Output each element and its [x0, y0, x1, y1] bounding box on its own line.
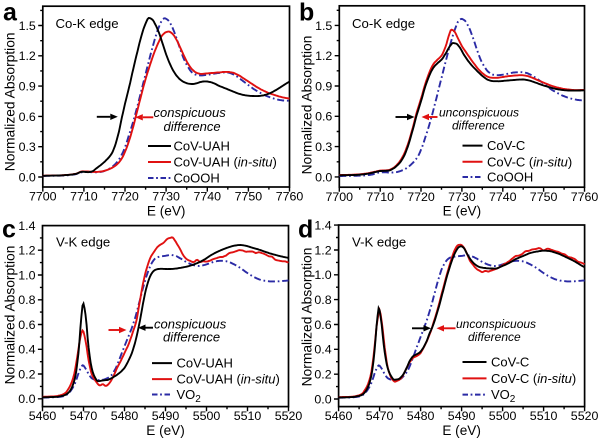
svg-text:Co-K edge: Co-K edge — [352, 16, 415, 31]
svg-text:7710: 7710 — [366, 190, 394, 204]
svg-text:V-K edge: V-K edge — [56, 235, 110, 250]
svg-text:0.0: 0.0 — [18, 392, 35, 406]
svg-text:0.0: 0.0 — [315, 170, 332, 184]
svg-text:0.8: 0.8 — [314, 293, 331, 307]
svg-text:E (eV): E (eV) — [442, 423, 481, 438]
svg-text:0.2: 0.2 — [18, 367, 35, 381]
svg-text:7750: 7750 — [530, 190, 558, 204]
svg-text:CoOOH: CoOOH — [487, 170, 533, 185]
svg-text:Normalized Absorption: Normalized Absorption — [3, 246, 18, 385]
svg-text:difference: difference — [468, 330, 521, 344]
svg-text:7720: 7720 — [407, 190, 435, 204]
svg-text:7720: 7720 — [111, 190, 139, 204]
svg-text:5510: 5510 — [530, 409, 558, 423]
svg-text:CoV-C (in-situ): CoV-C (in-situ) — [487, 154, 572, 169]
svg-text:CoV-C: CoV-C — [487, 138, 525, 153]
svg-text:7750: 7750 — [235, 190, 263, 204]
svg-text:1.2: 1.2 — [18, 244, 35, 258]
svg-text:5510: 5510 — [234, 409, 262, 423]
svg-text:7730: 7730 — [448, 190, 476, 204]
svg-text:5490: 5490 — [448, 409, 476, 423]
svg-text:CoV-UAH: CoV-UAH — [174, 139, 230, 154]
svg-text:0.3: 0.3 — [315, 140, 332, 154]
svg-text:CoV-C (in-situ): CoV-C (in-situ) — [491, 371, 576, 386]
svg-text:5470: 5470 — [70, 409, 98, 423]
svg-text:VO2: VO2 — [491, 387, 516, 405]
svg-text:b: b — [299, 0, 314, 27]
svg-text:VO2: VO2 — [177, 387, 202, 405]
svg-text:0.6: 0.6 — [19, 110, 36, 124]
svg-text:CoOOH: CoOOH — [174, 171, 220, 186]
svg-text:difference: difference — [164, 119, 221, 134]
svg-text:7710: 7710 — [70, 190, 98, 204]
svg-text:unconspicuous: unconspicuous — [439, 106, 519, 120]
svg-text:a: a — [3, 0, 18, 27]
svg-text:7740: 7740 — [489, 190, 517, 204]
svg-text:E (eV): E (eV) — [147, 203, 186, 218]
svg-text:0.8: 0.8 — [18, 293, 35, 307]
svg-text:1.4: 1.4 — [18, 219, 35, 233]
svg-text:0.0: 0.0 — [314, 392, 331, 406]
svg-text:0.6: 0.6 — [315, 110, 332, 124]
svg-text:7700: 7700 — [29, 190, 57, 204]
svg-text:7760: 7760 — [276, 190, 304, 204]
svg-text:1.2: 1.2 — [315, 49, 332, 63]
svg-text:0.9: 0.9 — [19, 80, 36, 94]
svg-text:1.5: 1.5 — [315, 19, 332, 33]
svg-text:1.2: 1.2 — [19, 49, 36, 63]
svg-text:5460: 5460 — [29, 409, 57, 423]
svg-text:0.9: 0.9 — [315, 79, 332, 93]
svg-text:1.0: 1.0 — [18, 268, 35, 282]
svg-text:5480: 5480 — [111, 409, 139, 423]
svg-text:5490: 5490 — [152, 409, 180, 423]
svg-text:0.6: 0.6 — [314, 318, 331, 332]
svg-text:0.4: 0.4 — [314, 343, 331, 357]
svg-text:conspicuous: conspicuous — [154, 105, 227, 120]
svg-text:0.4: 0.4 — [18, 343, 35, 357]
svg-text:5520: 5520 — [571, 409, 599, 423]
svg-text:5500: 5500 — [489, 409, 517, 423]
svg-text:1.2: 1.2 — [314, 243, 331, 257]
svg-text:0.2: 0.2 — [314, 368, 331, 382]
svg-text:7740: 7740 — [194, 190, 222, 204]
svg-text:conspicuous: conspicuous — [154, 317, 227, 332]
svg-text:7700: 7700 — [326, 190, 354, 204]
svg-text:difference: difference — [163, 329, 220, 344]
svg-text:0.0: 0.0 — [19, 170, 36, 184]
svg-text:0.3: 0.3 — [19, 140, 36, 154]
svg-text:E (eV): E (eV) — [443, 204, 482, 219]
svg-text:1.0: 1.0 — [314, 268, 331, 282]
svg-text:Normalized Absorption: Normalized Absorption — [3, 32, 18, 171]
svg-text:5520: 5520 — [275, 409, 303, 423]
svg-text:d: d — [298, 215, 313, 243]
svg-text:unconspicuous: unconspicuous — [456, 317, 536, 331]
svg-text:E (eV): E (eV) — [146, 423, 185, 438]
svg-text:CoV-UAH: CoV-UAH — [177, 356, 233, 371]
svg-text:Normalized Absorption: Normalized Absorption — [299, 36, 314, 175]
svg-text:5500: 5500 — [193, 409, 221, 423]
svg-text:1.4: 1.4 — [314, 219, 331, 233]
svg-text:7760: 7760 — [571, 190, 599, 204]
svg-text:5460: 5460 — [325, 409, 353, 423]
svg-text:5470: 5470 — [366, 409, 394, 423]
svg-text:Normalized Absorption: Normalized Absorption — [299, 248, 314, 387]
svg-text:Co-K edge: Co-K edge — [56, 16, 119, 31]
svg-text:1.5: 1.5 — [19, 19, 36, 33]
svg-text:difference: difference — [452, 118, 505, 132]
svg-text:CoV-UAH (in-situ): CoV-UAH (in-situ) — [174, 155, 277, 170]
svg-text:CoV-UAH (in-situ): CoV-UAH (in-situ) — [177, 372, 280, 387]
svg-text:5480: 5480 — [407, 409, 435, 423]
svg-text:c: c — [2, 216, 16, 244]
svg-text:0.6: 0.6 — [18, 318, 35, 332]
svg-text:V-K edge: V-K edge — [352, 235, 406, 250]
svg-text:7730: 7730 — [152, 190, 180, 204]
svg-text:CoV-C: CoV-C — [491, 355, 529, 370]
